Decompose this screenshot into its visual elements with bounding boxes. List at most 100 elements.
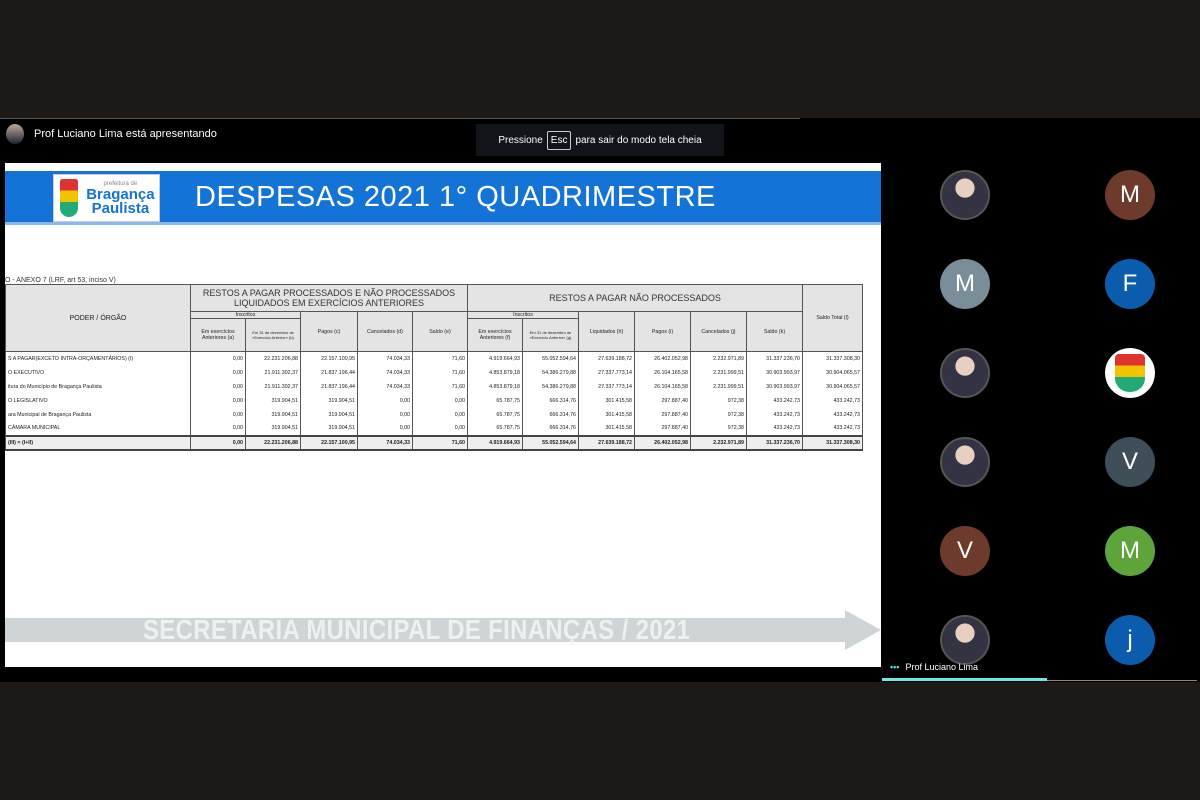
cell-value: 22.231.206,88 (245, 351, 301, 366)
row-label: CÂMARA MUNICIPAL (5, 421, 191, 436)
cell-value: 27.639.188,72 (578, 351, 635, 366)
table-row: CÂMARA MUNICIPAL 0,00 319.904,51 319.904,51… (5, 421, 863, 436)
cell-value: 74.034,33 (357, 379, 413, 394)
cell-value: 433.242,73 (802, 421, 863, 436)
cell-value: 433.242,73 (746, 407, 803, 422)
participant-tile[interactable]: M (1105, 526, 1155, 576)
prefeitura-logo: prefeitura de Bragança Paulista (53, 174, 160, 222)
cell-value: 2.231.999,51 (690, 365, 747, 380)
participant-tile[interactable]: M (940, 259, 990, 309)
cell-value: 319.904,51 (300, 407, 358, 422)
cell-value: 972,38 (690, 407, 747, 422)
rp-table: PODER / ÓRGÃO RESTOS A PAGAR PROCESSADOS… (5, 284, 863, 451)
cell-value: 30.903.993,97 (746, 365, 803, 380)
row-label: S A PAGAR(EXCETO INTRA-ORÇAMENTÁRIOS) (I… (5, 351, 191, 366)
cell-value: 433.242,73 (802, 393, 863, 408)
cell-value: 301.415,58 (578, 393, 635, 408)
cell-value: 26.104.165,58 (634, 379, 691, 394)
cell-value: 301.415,58 (578, 407, 635, 422)
col-header: Em exercícios Anteriores (a) (190, 318, 246, 352)
cell-value: 21.911.302,37 (245, 379, 301, 394)
cell-value: 0,00 (190, 393, 246, 408)
cell-value: 65.787,75 (467, 407, 523, 422)
cell-value: 27.639.188,72 (578, 434, 635, 451)
participant-tile[interactable]: F (1105, 259, 1155, 309)
participant-tile[interactable]: j (1105, 615, 1155, 665)
col-header: Em 31 de dezembro de «Exercício Anterior… (245, 318, 301, 352)
cell-value: 21.911.302,37 (245, 365, 301, 380)
cell-value: 71,60 (412, 351, 468, 366)
cell-value: 0,00 (190, 421, 246, 436)
cell-value: 2.232.971,89 (690, 351, 747, 366)
inscritos-header: Inscritos (467, 311, 579, 319)
cell-value: 319.904,51 (300, 421, 358, 436)
logo-text: Bragança Paulista (86, 185, 155, 217)
cell-value: 0,00 (357, 407, 413, 422)
cell-value: 2.231.999,51 (690, 379, 747, 394)
table-row: ara Municipal de Bragança Paulista 0,00 31… (5, 407, 863, 422)
crest-icon (1115, 354, 1145, 392)
row-label: O EXECUTIVO (5, 365, 191, 380)
annex-label: O - ANEXO 7 (LRF, art 53, inciso V) (5, 277, 116, 284)
col-header: Saldo (k) (746, 311, 803, 352)
cell-value: 2.232.971,89 (690, 434, 747, 451)
participant-tile[interactable] (940, 170, 990, 220)
fullscreen-hint: Pressione Esc para sair do modo tela che… (476, 124, 724, 156)
cell-value: 0,00 (190, 365, 246, 380)
cell-value: 71,60 (412, 434, 468, 451)
cell-value: 4.919.664,93 (467, 434, 523, 451)
cell-value: 65.787,75 (467, 393, 523, 408)
total-row: (III) = (I+II) 0,00 22.231.206,88 22.157.10… (5, 434, 863, 451)
cell-value: 0,00 (190, 351, 246, 366)
cell-value: 55.052.594,64 (522, 434, 579, 451)
cell-value: 319.904,51 (245, 407, 301, 422)
participant-tile[interactable] (940, 437, 990, 487)
cell-value: 22.157.100,95 (300, 434, 358, 451)
divider (0, 118, 800, 119)
cell-value: 4.853.879,18 (467, 365, 523, 380)
active-speaker: ••• Prof Luciano Lima (890, 662, 978, 672)
cell-value: 27.337.773,14 (578, 379, 635, 394)
cell-value: 0,00 (190, 407, 246, 422)
cell-value: 0,00 (190, 379, 246, 394)
cell-value: 27.337.773,14 (578, 365, 635, 380)
cell-value: 301.415,58 (578, 421, 635, 436)
cell-value: 433.242,73 (746, 421, 803, 436)
presenter-label: Prof Luciano Lima está apresentando (34, 128, 217, 140)
cell-value: 26.104.165,58 (634, 365, 691, 380)
row-label: O LEGISLATIVO (5, 393, 191, 408)
cell-value: 54.386.279,88 (522, 379, 579, 394)
slide-title: DESPESAS 2021 1° QUADRIMESTRE (195, 181, 716, 213)
cell-value: 297.887,40 (634, 421, 691, 436)
cell-value: 297.887,40 (634, 393, 691, 408)
group2-header: RESTOS A PAGAR NÃO PROCESSADOS (467, 284, 803, 312)
cell-value: 666.314,76 (522, 407, 579, 422)
col-header: Em exercícios Anteriores (f) (467, 318, 523, 352)
participant-tile[interactable] (940, 348, 990, 398)
cell-value: 0,00 (412, 407, 468, 422)
cell-value: 74.034,33 (357, 365, 413, 380)
participant-tile[interactable]: V (940, 526, 990, 576)
row-label: ara Municipal de Bragança Paulista (5, 407, 191, 422)
crest-icon (60, 179, 78, 217)
cell-value: 972,38 (690, 393, 747, 408)
cell-value: 0,00 (412, 421, 468, 436)
group1-header: RESTOS A PAGAR PROCESSADOS E NÃO PROCESS… (190, 284, 468, 312)
cell-value: 319.904,51 (245, 393, 301, 408)
participant-tile[interactable]: V (1105, 437, 1155, 487)
speaker-name: Prof Luciano Lima (905, 662, 978, 672)
col-saldo-total: Saldo Total (l) (802, 284, 863, 352)
slide-footer: SECRETARIA MUNICIPAL DE FINANÇAS / 2021 (5, 610, 881, 650)
participant-tile[interactable] (940, 615, 990, 665)
table-row: O LEGISLATIVO 0,00 319.904,51 319.904,51 0,0… (5, 393, 863, 408)
cell-value: 0,00 (412, 393, 468, 408)
participant-tile[interactable] (1105, 348, 1155, 398)
participant-tile[interactable]: M (1105, 170, 1155, 220)
row-label: itura do Município de Bragança Paulista (5, 379, 191, 394)
col-header: Pagos (c) (300, 311, 358, 352)
cell-value: 31.337.236,70 (746, 351, 803, 366)
cell-value: 30.903.993,97 (746, 379, 803, 394)
cell-value: 22.157.100,95 (300, 351, 358, 366)
cell-value: 0,00 (190, 434, 246, 451)
col-poder: PODER / ÓRGÃO (5, 284, 191, 352)
